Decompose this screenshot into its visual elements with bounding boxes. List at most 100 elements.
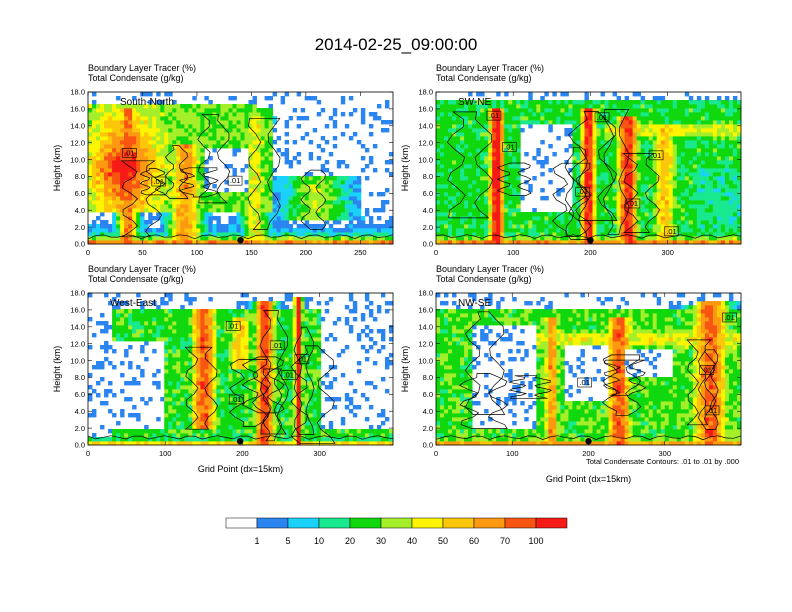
tracer-cell — [116, 156, 121, 161]
tracer-cell — [580, 148, 585, 153]
tracer-cell — [120, 309, 125, 314]
tracer-cell — [216, 128, 221, 133]
tracer-cell — [224, 116, 229, 121]
tracer-cell — [152, 329, 157, 334]
tracer-cell — [176, 108, 181, 113]
tracer-cell — [644, 140, 650, 145]
tracer-cell — [540, 140, 545, 145]
tracer-cell — [260, 164, 265, 169]
tracer-cell — [636, 144, 642, 149]
tracer-cell — [580, 120, 585, 125]
tracer-cell — [136, 228, 141, 233]
tracer-cell — [656, 148, 662, 153]
tracer-cell — [644, 116, 650, 121]
tracer-cell — [732, 232, 738, 237]
tracer-cell — [252, 220, 257, 225]
tracer-cell — [560, 212, 565, 217]
tracer-cell — [716, 224, 722, 229]
tracer-cell — [452, 136, 457, 141]
tracer-cell — [724, 132, 730, 137]
tracer-cell — [644, 132, 650, 137]
tracer-cell — [512, 180, 517, 185]
tracer-cell — [124, 140, 129, 145]
tracer-cell — [112, 208, 117, 213]
tracer-cell — [128, 148, 133, 153]
tracer-cell — [588, 216, 593, 221]
tracer-cell — [500, 136, 505, 141]
tracer-cell — [464, 196, 469, 201]
tracer-cell — [648, 112, 654, 117]
tracer-cell — [464, 188, 469, 193]
tracer-cell — [576, 228, 581, 233]
tracer-cell — [716, 176, 722, 181]
tracer-cell — [668, 120, 674, 125]
tracer-cell — [144, 200, 149, 205]
tracer-cell — [728, 188, 734, 193]
tracer-cell — [176, 176, 181, 181]
tracer-cell — [564, 220, 569, 225]
tracer-cell — [644, 124, 650, 129]
tracer-cell — [500, 240, 505, 245]
tracer-cell — [92, 132, 97, 137]
tracer-cell — [204, 236, 209, 241]
tracer-cell — [168, 92, 173, 97]
tracer-cell — [508, 100, 513, 105]
tracer-cell — [488, 100, 493, 105]
tracer-cell — [680, 184, 686, 189]
tracer-cell — [444, 152, 449, 157]
tracer-cell — [280, 212, 286, 217]
tracer-cell — [140, 184, 145, 189]
tracer-cell — [92, 124, 97, 129]
tracer-cell — [180, 204, 185, 209]
tracer-cell — [708, 192, 714, 197]
tracer-cell — [264, 176, 269, 181]
tracer-cell — [288, 192, 294, 197]
tracer-cell — [660, 116, 666, 121]
tracer-cell — [556, 116, 561, 121]
tracer-cell — [368, 232, 374, 237]
tracer-cell — [124, 321, 129, 326]
tracer-cell — [100, 180, 105, 185]
tracer-cell — [628, 112, 634, 117]
tracer-cell — [268, 96, 273, 101]
tracer-cell — [688, 164, 694, 169]
tracer-cell — [648, 216, 654, 221]
tracer-cell — [208, 212, 213, 217]
tracer-cell — [692, 228, 698, 233]
tracer-cell — [708, 184, 714, 189]
tracer-cell — [88, 172, 93, 177]
tracer-cell — [600, 132, 605, 137]
contour-label-box — [502, 142, 517, 152]
tracer-cell — [192, 116, 197, 121]
tracer-cell — [708, 140, 714, 145]
tracer-cell — [680, 136, 686, 141]
tracer-cell — [260, 224, 265, 229]
tracer-cell — [500, 192, 505, 197]
tracer-cell — [260, 216, 265, 221]
contour-label-text: .01 — [504, 142, 514, 151]
tracer-cell — [724, 236, 730, 241]
tracer-cell — [708, 232, 714, 237]
tracer-cell — [696, 188, 702, 193]
tracer-cell — [244, 112, 249, 117]
tracer-cell — [520, 108, 525, 113]
tracer-cell — [724, 100, 730, 105]
tracer-cell — [104, 136, 109, 141]
tracer-cell — [156, 385, 161, 390]
tracer-cell — [208, 132, 213, 137]
tracer-cell — [720, 232, 726, 237]
tracer-cell — [232, 140, 237, 145]
tracer-cell — [300, 116, 306, 121]
tracer-cell — [644, 112, 650, 117]
contour-label-box — [625, 198, 641, 209]
tracer-cell — [636, 212, 642, 217]
tracer-cell — [712, 208, 718, 213]
tracer-cell — [464, 124, 469, 129]
tracer-cell — [668, 168, 674, 173]
tracer-cell — [480, 224, 485, 229]
tracer-cell — [540, 172, 545, 177]
tracer-cell — [508, 216, 513, 221]
tracer-cell — [240, 212, 245, 217]
tracer-cell — [504, 120, 509, 125]
tracer-cell — [260, 180, 265, 185]
